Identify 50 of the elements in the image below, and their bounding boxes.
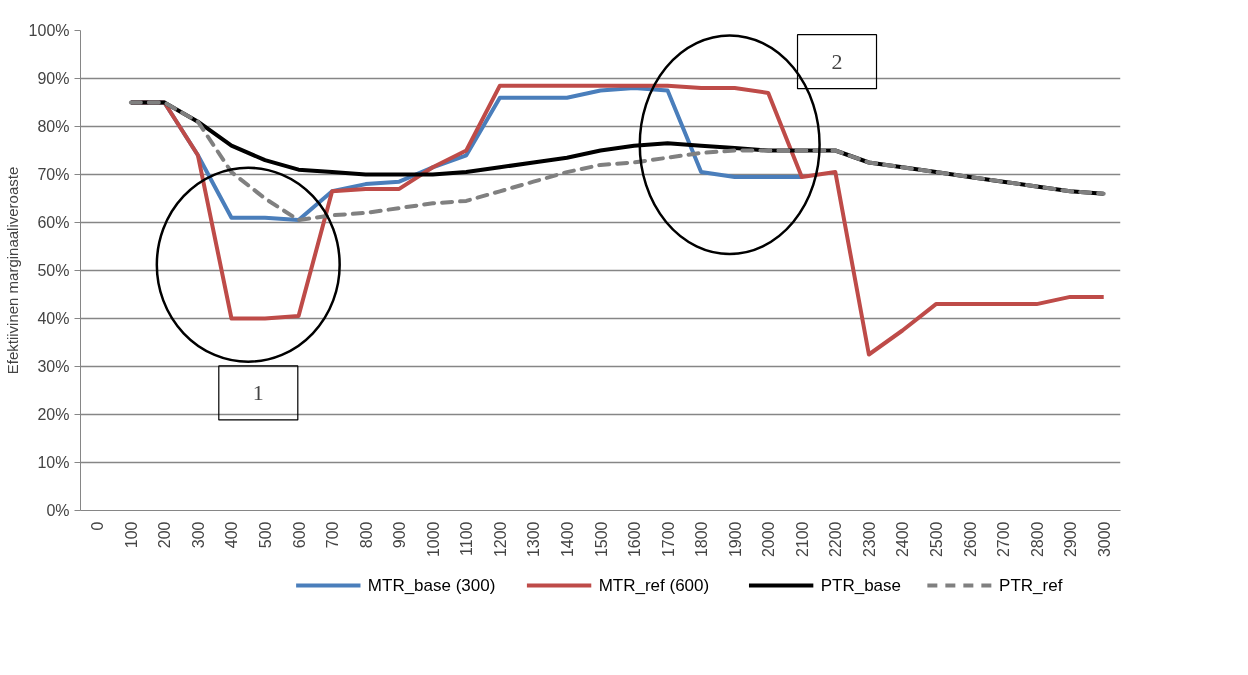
y-tick-label: 0% bbox=[46, 502, 70, 519]
x-tick-label: 2000 bbox=[760, 521, 778, 558]
legend-label: PTR_base bbox=[820, 576, 902, 595]
x-tick-label: 2700 bbox=[995, 521, 1013, 558]
y-tick-label: 70% bbox=[37, 166, 70, 183]
line-series bbox=[128, 100, 1106, 223]
x-tick-label: 3000 bbox=[1095, 521, 1113, 558]
x-tick-label: 2600 bbox=[961, 521, 979, 558]
annotation: 2 bbox=[831, 48, 843, 74]
x-tick-label: 100 bbox=[122, 521, 140, 549]
y-tick-label: 60% bbox=[37, 214, 70, 231]
legend-label: MTR_ref (600) bbox=[598, 576, 710, 595]
x-tick-label: 200 bbox=[156, 521, 174, 549]
x-tick-label: 900 bbox=[391, 521, 409, 549]
y-tick-label: 40% bbox=[37, 310, 70, 327]
y-tick-label: 90% bbox=[37, 70, 70, 87]
legend-label: MTR_base (300) bbox=[367, 576, 496, 595]
x-tick-label: 2400 bbox=[894, 521, 912, 558]
x-tick-label: 1800 bbox=[693, 521, 711, 558]
x-tick-label: 300 bbox=[189, 521, 207, 549]
x-tick-label: 2200 bbox=[827, 521, 845, 558]
x-tick-label: 1500 bbox=[592, 521, 610, 558]
x-tick-label: 2900 bbox=[1062, 521, 1080, 558]
x-tick-label: 700 bbox=[324, 521, 342, 549]
y-tick-label: 10% bbox=[37, 454, 70, 471]
y-tick-label: 30% bbox=[37, 358, 70, 375]
x-tick-label: 1200 bbox=[491, 521, 509, 558]
x-tick-label: 400 bbox=[223, 521, 241, 549]
x-tick-label: 2500 bbox=[927, 521, 945, 558]
x-tick-label: 1900 bbox=[726, 521, 744, 558]
x-tick-label: 500 bbox=[257, 521, 275, 549]
y-tick-label: 20% bbox=[37, 406, 70, 423]
y-tick-label: 80% bbox=[37, 118, 70, 135]
x-tick-label: 2300 bbox=[860, 521, 878, 558]
y-tick-label: 100% bbox=[28, 22, 70, 39]
x-tick-label: 600 bbox=[290, 521, 308, 549]
x-tick-label: 1300 bbox=[525, 521, 543, 558]
x-tick-label: 1100 bbox=[458, 521, 476, 556]
x-tick-label: 800 bbox=[357, 521, 375, 549]
x-tick-label: 2800 bbox=[1028, 521, 1046, 558]
legend-label: PTR_ref bbox=[999, 576, 1063, 595]
x-tick-label: 1400 bbox=[558, 521, 576, 558]
y-axis-title: Efektiivinen marginaaliveroaste bbox=[3, 166, 21, 375]
x-tick-label: 1700 bbox=[659, 521, 677, 558]
x-tick-label: 1000 bbox=[424, 521, 442, 558]
x-tick-label: 2100 bbox=[793, 521, 811, 558]
x-tick-label: 0 bbox=[89, 521, 107, 531]
annotation: 1 bbox=[252, 379, 264, 405]
x-tick-label: 1600 bbox=[626, 521, 644, 558]
y-tick-label: 50% bbox=[37, 262, 70, 279]
